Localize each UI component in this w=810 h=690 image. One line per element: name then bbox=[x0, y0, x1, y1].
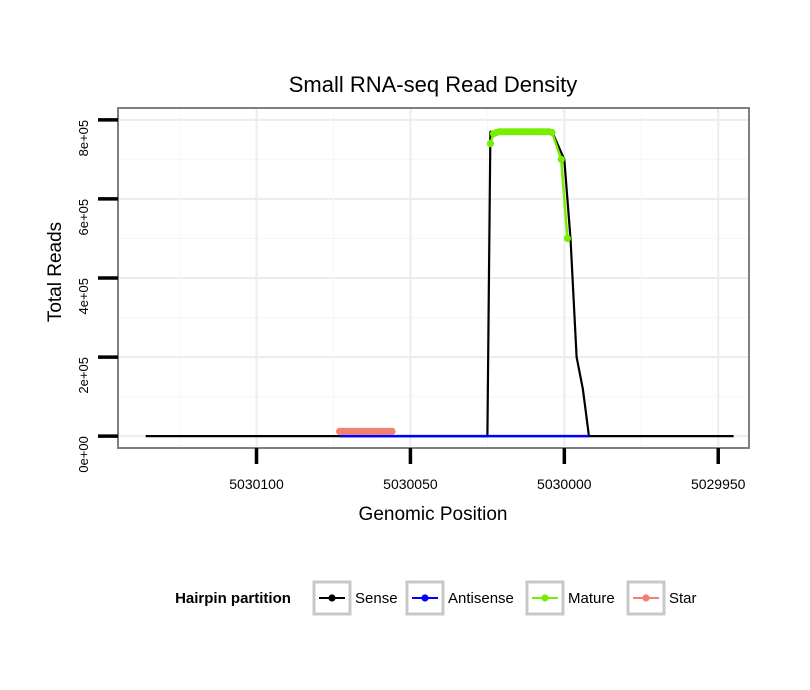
y-tick-label: 8e+05 bbox=[76, 120, 91, 157]
x-tick-label: 5030000 bbox=[537, 476, 592, 492]
legend-item-star: Star bbox=[626, 580, 697, 616]
legend-label: Mature bbox=[568, 590, 615, 607]
y-tick-label: 4e+05 bbox=[76, 278, 91, 315]
legend-key-point bbox=[541, 594, 549, 602]
legend-key-point bbox=[328, 594, 336, 602]
axes: 0e+00 2e+05 4e+05 6e+05 8e+05 5030100 5030050 5… bbox=[76, 118, 746, 492]
legend-key-point bbox=[421, 594, 429, 602]
grid bbox=[118, 108, 749, 448]
star-point bbox=[388, 427, 396, 435]
chart-title: Small RNA-seq Read Density bbox=[289, 72, 578, 97]
legend-label: Antisense bbox=[448, 590, 514, 607]
y-tick-label: 6e+05 bbox=[76, 199, 91, 236]
y-axis-label: Total Reads bbox=[45, 222, 66, 322]
legend-title: Hairpin partition bbox=[175, 590, 291, 607]
legend-item-antisense: Antisense bbox=[405, 580, 514, 616]
x-tick-label: 5029950 bbox=[691, 476, 746, 492]
legend-item-sense: Sense bbox=[312, 580, 398, 616]
mature-point bbox=[557, 155, 565, 163]
legend-key-point bbox=[642, 594, 650, 602]
y-tick-label: 2e+05 bbox=[76, 357, 91, 394]
legend-label: Star bbox=[669, 590, 697, 607]
mature-line bbox=[489, 130, 569, 239]
legend-label: Sense bbox=[355, 590, 398, 607]
y-tick-label: 0e+00 bbox=[76, 436, 91, 473]
series-mature bbox=[486, 128, 571, 243]
series-sense bbox=[145, 130, 734, 438]
series-layer bbox=[145, 128, 734, 438]
mature-point bbox=[563, 234, 571, 243]
legend-item-mature: Mature bbox=[525, 580, 615, 616]
sense-line bbox=[145, 130, 734, 438]
x-tick-label: 5030050 bbox=[383, 476, 438, 492]
x-tick-label: 5030100 bbox=[229, 476, 284, 492]
mature-point bbox=[486, 139, 495, 148]
x-axis-label: Genomic Position bbox=[359, 504, 508, 525]
series-star bbox=[336, 427, 396, 435]
legend: Hairpin partition Sense Antisense Mature St… bbox=[175, 580, 697, 616]
mature-point bbox=[548, 128, 556, 137]
